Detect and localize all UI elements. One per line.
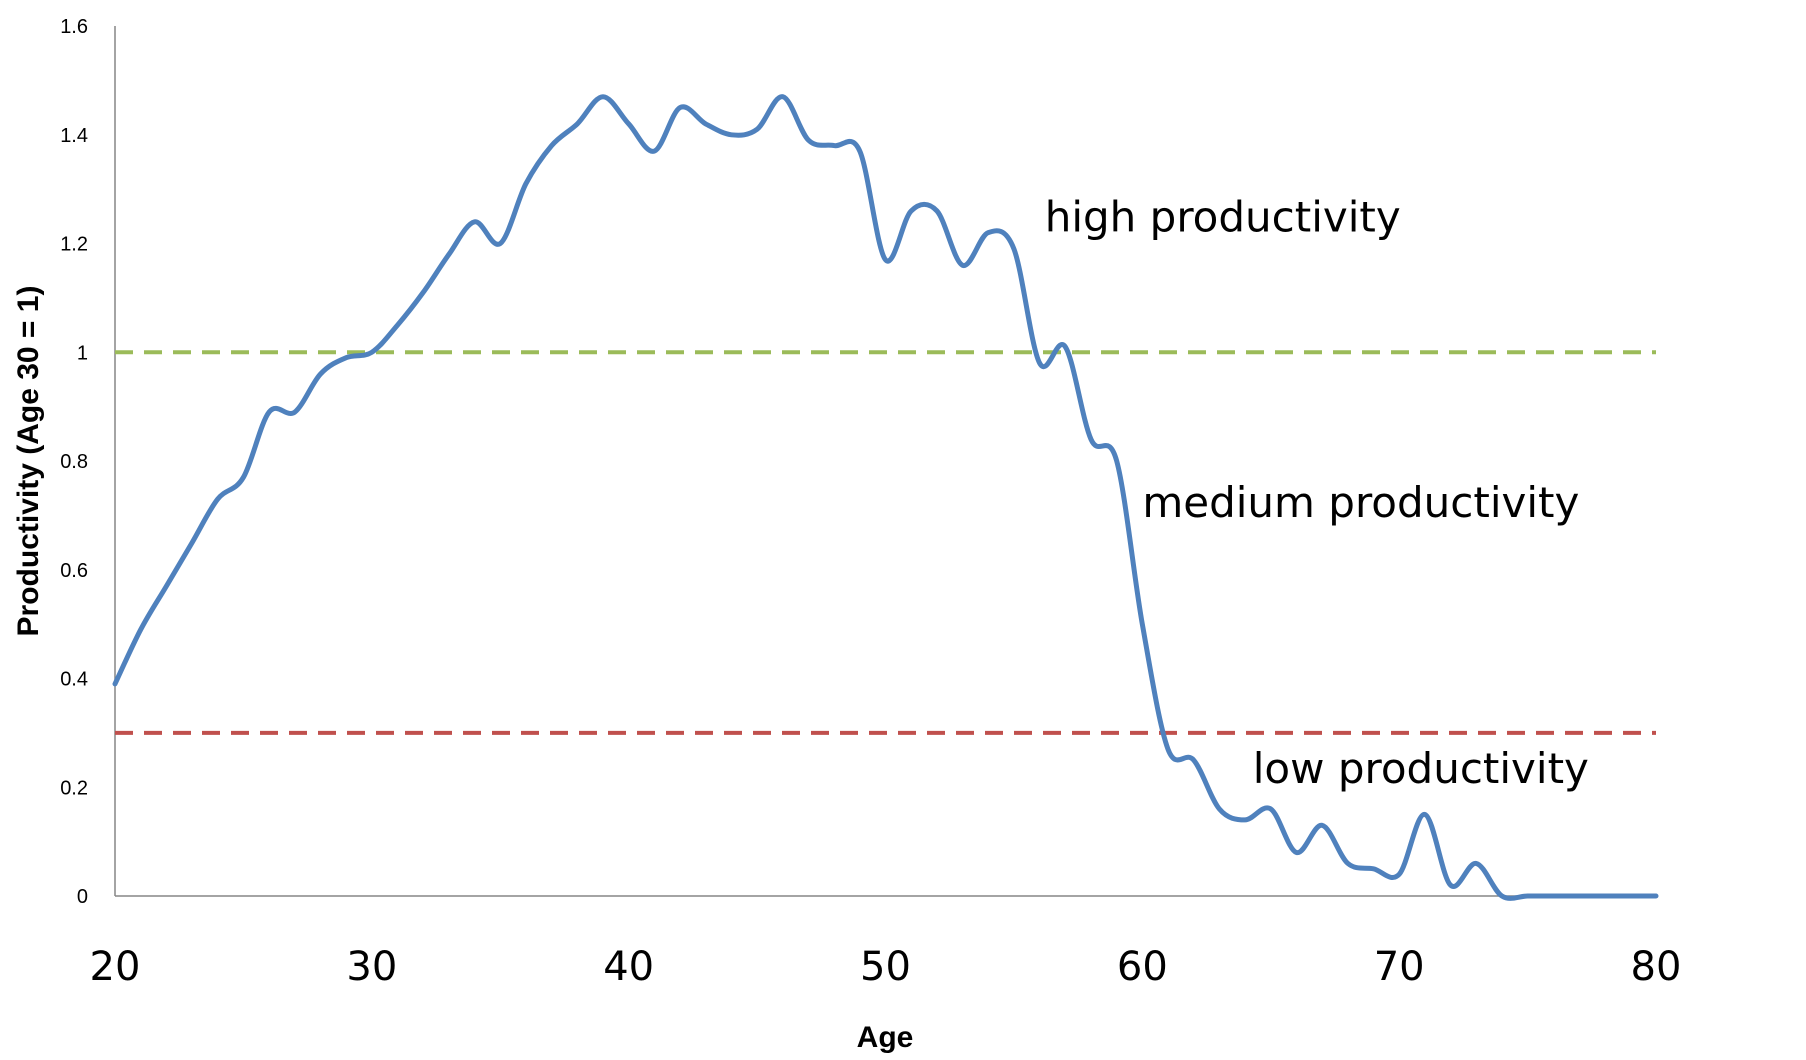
x-tick-labels: 20 30 40 50 60 70 80 (90, 944, 1682, 990)
y-tick-label: 1 (77, 342, 88, 364)
x-tick-label: 50 (860, 944, 911, 990)
y-axis-title: Productivity (Age 30 = 1) (12, 286, 45, 637)
x-tick-label: 70 (1374, 944, 1425, 990)
x-tick-label: 60 (1117, 944, 1168, 990)
y-tick-label: 0.4 (60, 669, 88, 691)
productivity-line (112, 94, 1659, 901)
y-tick-label: 0.6 (60, 560, 88, 582)
low-productivity-label: low productivity (1253, 744, 1589, 793)
y-tick-label: 1.4 (60, 125, 88, 147)
x-tick-label: 30 (346, 944, 397, 990)
y-tick-label: 0 (77, 886, 88, 908)
series-group (112, 94, 1659, 901)
y-tick-labels: 0 0.2 0.4 0.6 0.8 1 1.2 1.4 1.6 (60, 16, 88, 908)
x-tick-label: 40 (603, 944, 654, 990)
y-tick-label: 1.6 (60, 16, 88, 38)
annotations: high productivity medium productivity low … (1045, 192, 1589, 793)
y-tick-label: 1.2 (60, 234, 88, 256)
medium-productivity-label: medium productivity (1142, 478, 1579, 527)
x-tick-label: 20 (90, 944, 141, 990)
high-productivity-label: high productivity (1045, 192, 1401, 241)
y-tick-label: 0.8 (60, 451, 88, 473)
reference-lines (115, 350, 1656, 735)
x-axis-title: Age (857, 1021, 914, 1054)
x-tick-label: 80 (1631, 944, 1682, 990)
plot-area (114, 26, 1656, 897)
y-tick-label: 0.2 (60, 777, 88, 799)
